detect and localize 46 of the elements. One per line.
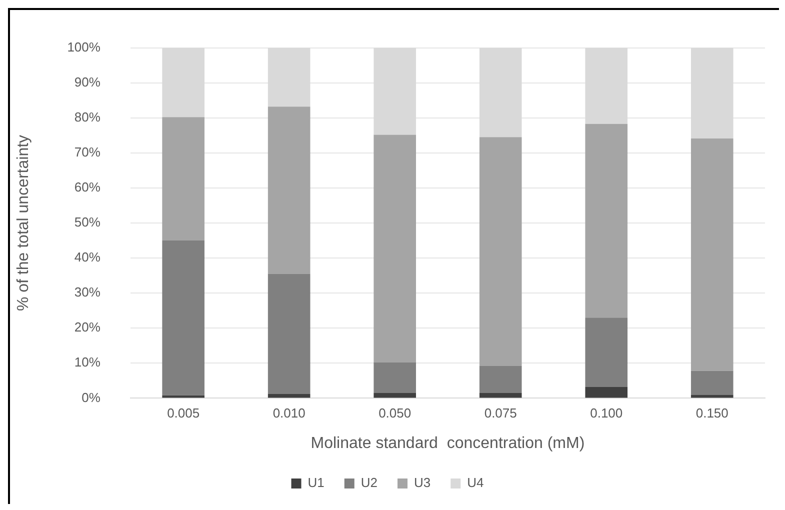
bar <box>374 362 416 393</box>
x-axis-title: Molinate standard concentration (mM) <box>310 434 585 452</box>
y-tick-label: 70% <box>74 144 101 160</box>
y-tick-label: 40% <box>74 250 101 265</box>
bar <box>690 138 734 371</box>
legend-label: U2 <box>360 475 378 490</box>
legend-label: U3 <box>414 475 431 490</box>
y-tick-label: 80% <box>74 109 101 124</box>
bar <box>690 48 734 139</box>
y-tick-label: 30% <box>74 284 101 300</box>
bar <box>585 48 628 124</box>
bar <box>585 318 628 387</box>
y-tick-label: 10% <box>74 354 101 370</box>
bar <box>162 117 204 241</box>
bar <box>374 48 416 135</box>
bar <box>268 394 310 398</box>
bar <box>690 370 734 395</box>
x-tick-label: 0.100 <box>590 406 623 421</box>
bar <box>374 392 416 398</box>
x-tick-label: 0.005 <box>167 406 200 421</box>
bar <box>585 386 628 398</box>
x-tick-label: 0.075 <box>484 406 517 421</box>
bar <box>268 106 310 274</box>
bar <box>585 124 628 318</box>
y-tick-label: 90% <box>74 74 101 90</box>
legend-label: U4 <box>467 475 484 490</box>
y-tick-label: 100% <box>67 39 101 54</box>
x-tick-label: 0.150 <box>696 406 728 421</box>
y-tick-label: 50% <box>74 214 101 230</box>
bar <box>268 48 310 107</box>
bar <box>479 392 522 398</box>
x-tick-label: 0.010 <box>272 406 306 421</box>
bar <box>479 48 522 138</box>
y-axis-title: % of the total uncertainty <box>15 134 32 312</box>
bar <box>162 48 204 118</box>
bar <box>374 134 416 362</box>
legend-label: U1 <box>308 475 324 490</box>
bar <box>479 366 522 393</box>
x-tick-label: 0.050 <box>378 406 412 421</box>
bar <box>690 394 734 398</box>
y-tick-label: 20% <box>74 320 101 335</box>
bar <box>479 137 522 366</box>
bar <box>268 274 310 394</box>
bar <box>162 240 204 396</box>
y-tick-label: 0% <box>82 390 101 405</box>
y-tick-label: 60% <box>74 180 101 195</box>
